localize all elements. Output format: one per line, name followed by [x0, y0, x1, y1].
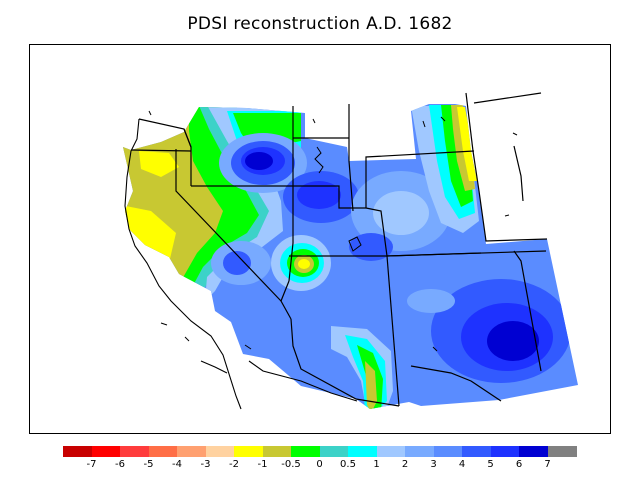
border-oregon-south	[130, 149, 192, 152]
colorbar-swatch	[405, 446, 434, 457]
pdsi-blue-core	[487, 321, 539, 361]
pdsi-blue-zone	[297, 181, 341, 209]
colorbar-swatch	[433, 446, 463, 457]
pdsi-yellow-zone	[457, 107, 477, 181]
colorbar-label: 0.5	[340, 459, 356, 470]
lake-marker	[148, 110, 152, 116]
border-nm-colorado	[386, 250, 547, 257]
colorbar-swatch	[319, 446, 349, 457]
colorbar-label: -0.5	[281, 459, 301, 470]
lake-marker	[440, 116, 446, 122]
state-boundaries	[130, 92, 548, 407]
border-nevada-arizona	[280, 280, 292, 320]
border-arizona-mexico	[290, 318, 400, 407]
colorbar-label: -4	[172, 459, 182, 470]
border-oregon-idaho	[183, 128, 192, 186]
colorbar-label: -6	[115, 459, 125, 470]
pdsi-green-band	[181, 104, 267, 293]
colorbar-swatch	[490, 446, 520, 457]
border-wyoming-east	[365, 150, 475, 208]
pdsi-blue-core	[245, 152, 273, 170]
colorbar-label: 4	[458, 459, 466, 470]
border-montana-wyoming-west	[348, 104, 354, 212]
pdsi-yellow-zone	[298, 259, 310, 269]
lake-marker	[422, 120, 426, 128]
lake-marker	[504, 214, 510, 217]
baja-coastline	[200, 360, 228, 374]
colorbar-swatch	[148, 446, 178, 457]
island-marker	[184, 336, 190, 342]
pdsi-map	[123, 92, 578, 410]
border-nm-texas	[513, 250, 542, 372]
pdsi-olive-zone	[365, 361, 377, 409]
colorbar-label: 2	[401, 459, 409, 470]
map-title: PDSI reconstruction A.D. 1682	[187, 14, 453, 34]
border-kansas-north	[478, 190, 548, 242]
island-marker	[160, 322, 168, 326]
colorbar-swatch	[547, 446, 577, 457]
colorbar-label: -5	[143, 459, 154, 470]
colorbar-swatch	[262, 446, 292, 457]
colorbar-swatch	[291, 446, 320, 457]
colorbar-label: 6	[515, 459, 523, 470]
colorbar-label: 7	[544, 459, 551, 470]
colorbar-swatch	[376, 446, 406, 457]
colorbar-label: 0	[316, 459, 323, 470]
colorbar-label: 3	[430, 459, 437, 470]
border-nd-sd	[465, 92, 474, 152]
gulf-coastline	[248, 360, 358, 402]
colorbar-swatch	[177, 446, 206, 457]
colorbar-swatch	[205, 446, 235, 457]
colorbar-swatch	[91, 446, 121, 457]
colorbar-swatch	[63, 446, 92, 457]
island-marker	[244, 344, 252, 350]
colorbar-swatch	[348, 446, 377, 457]
colorbar-label: -1	[257, 459, 268, 470]
border-nevada-utah	[288, 186, 294, 282]
pdsi-blue-zone	[349, 233, 393, 261]
pdsi-yellow-zone	[139, 151, 179, 177]
colorbar-label: -7	[86, 459, 97, 470]
colorbar-label: 5	[487, 459, 494, 470]
border-nm-south	[410, 365, 502, 402]
colorbar-label: 1	[373, 459, 380, 470]
lake-marker	[312, 118, 316, 124]
colorbar-swatch	[120, 446, 149, 457]
pdsi-yellow-zone	[123, 201, 176, 263]
border-sd-ne	[472, 150, 480, 192]
water-bodies	[148, 110, 518, 352]
lake-marker	[512, 132, 518, 136]
border-az-nm	[386, 255, 400, 407]
pdsi-light-blue-band	[373, 191, 429, 235]
lake-marker	[348, 236, 362, 252]
map-frame	[29, 44, 611, 434]
colorbar-label: -2	[229, 459, 239, 470]
pdsi-blue-zone	[223, 251, 251, 275]
border-minnesota	[513, 145, 524, 202]
lake-marker	[432, 346, 438, 352]
border-california-nevada	[175, 149, 282, 302]
colorbar-swatch	[519, 446, 548, 457]
colorbar-label: -3	[200, 459, 211, 470]
border-nd-north	[473, 92, 542, 104]
border-utah-wyoming	[293, 185, 366, 209]
colorbar-swatch	[462, 446, 491, 457]
pacific-coastline	[124, 118, 242, 410]
great-salt-lake	[314, 146, 324, 174]
coastline	[124, 118, 358, 410]
colorbar-swatch	[234, 446, 263, 457]
pdsi-blue-zone	[407, 289, 455, 313]
